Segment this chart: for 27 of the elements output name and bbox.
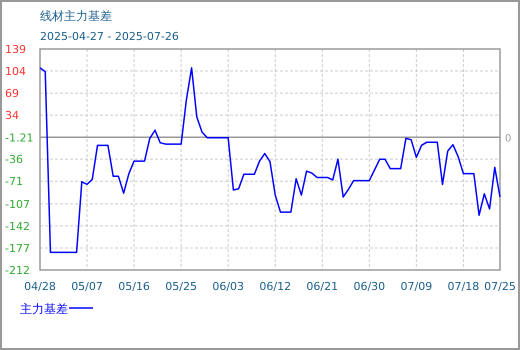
x-tick-label: 06/03 <box>212 280 244 293</box>
x-tick-label: 07/25 <box>484 280 516 293</box>
x-tick-label: 04/28 <box>24 280 56 293</box>
y-tick-label: -1.21 <box>5 131 34 144</box>
y-tick-label: 104 <box>5 65 26 78</box>
x-tick-label: 05/16 <box>118 280 150 293</box>
y-tick-label: -212 <box>5 264 30 277</box>
x-tick-label: 07/18 <box>448 280 480 293</box>
y-tick-label: 139 <box>5 43 26 56</box>
chart-title: 线材主力基差 <box>40 9 112 23</box>
chart-subtitle: 2025-04-27 - 2025-07-26 <box>40 30 179 43</box>
x-tick-label: 05/07 <box>71 280 103 293</box>
legend-label: 主力基差 <box>20 302 68 316</box>
y-tick-label: -36 <box>5 153 23 166</box>
y-tick-label: -142 <box>5 220 30 233</box>
y-tick-label: -177 <box>5 242 30 255</box>
x-tick-label: 06/21 <box>306 280 338 293</box>
x-tick-label: 06/30 <box>353 280 386 293</box>
y-tick-label: 34 <box>5 109 19 122</box>
line-series <box>39 67 501 254</box>
x-tick-label: 06/12 <box>259 280 292 293</box>
y-tick-label: -107 <box>5 198 30 211</box>
y-tick-label: -71 <box>5 175 23 188</box>
x-tick-label: 05/25 <box>165 280 197 293</box>
text: 0 <box>505 133 512 144</box>
y-tick-label: 69 <box>5 87 19 100</box>
x-tick-label: 07/09 <box>400 280 432 293</box>
